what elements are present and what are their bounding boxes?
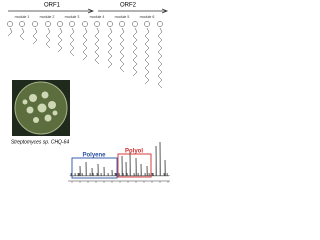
domain [82, 21, 88, 27]
domain [107, 21, 113, 27]
chain [82, 27, 88, 61]
orf-arrow [8, 8, 95, 14]
domain [119, 21, 125, 27]
region-label: Polyol [125, 149, 143, 155]
orf-arrow [98, 8, 169, 14]
chain [19, 27, 25, 41]
chain [157, 27, 163, 89]
module-label: module 1 [15, 15, 30, 19]
caption: Streptomyces sp. CHQ-64 [11, 139, 70, 145]
chain [69, 27, 75, 57]
chain [32, 27, 38, 45]
domain [32, 21, 38, 27]
domain [7, 21, 13, 27]
chain [119, 27, 125, 73]
module-label: module 3 [65, 15, 80, 19]
chain [107, 27, 113, 69]
module-label: module 6 [140, 15, 155, 19]
chain [7, 27, 13, 37]
module-label: module 5 [115, 15, 130, 19]
orf-label: ORF1 [44, 3, 61, 9]
domain [19, 21, 25, 27]
domain [45, 21, 51, 27]
chain [94, 27, 100, 65]
module-label: module 2 [40, 15, 55, 19]
spectrum [69, 141, 170, 177]
region-label: Polyene [82, 153, 106, 159]
orf-label: ORF2 [120, 3, 137, 9]
domain [144, 21, 150, 27]
figure: ORF1 ORF2 module 1 module 2 module 3 module… [7, 3, 170, 183]
domain [132, 21, 138, 27]
chain-structures [7, 21, 163, 89]
colonies [22, 91, 58, 123]
polyene-box [71, 157, 118, 179]
chain [57, 27, 63, 53]
chain [132, 27, 138, 77]
domain [57, 21, 63, 27]
module-label: module 4 [90, 15, 105, 19]
domain [157, 21, 163, 27]
polyol-box [117, 153, 152, 178]
domain [94, 21, 100, 27]
chain [144, 27, 150, 85]
domain [69, 21, 75, 27]
module-labels: module 1 module 2 module 3 module 4 module 5… [15, 15, 155, 19]
chain [45, 27, 51, 49]
